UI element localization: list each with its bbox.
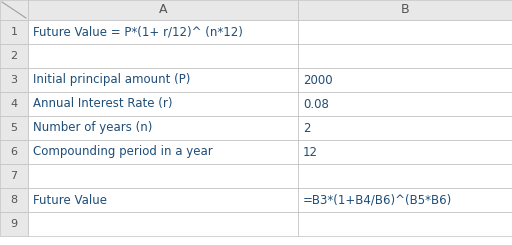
- Bar: [298, 212, 512, 236]
- Bar: [0, 68, 28, 92]
- Bar: [298, 116, 512, 140]
- Text: 3: 3: [11, 75, 17, 85]
- Text: 8: 8: [10, 195, 17, 205]
- Text: 7: 7: [10, 171, 17, 181]
- Text: 5: 5: [11, 123, 17, 133]
- Text: A: A: [159, 3, 167, 16]
- Text: 4: 4: [10, 99, 17, 109]
- Bar: [28, 92, 298, 116]
- Text: Initial principal amount (P): Initial principal amount (P): [33, 74, 190, 86]
- Text: 2000: 2000: [303, 74, 333, 86]
- Bar: [298, 164, 512, 188]
- Bar: [0, 164, 28, 188]
- Bar: [28, 20, 298, 44]
- Bar: [28, 116, 298, 140]
- Bar: [298, 92, 512, 116]
- Text: Future Value: Future Value: [33, 194, 107, 207]
- Text: Compounding period in a year: Compounding period in a year: [33, 146, 213, 159]
- Bar: [28, 140, 298, 164]
- Bar: [28, 68, 298, 92]
- Bar: [0, 140, 28, 164]
- Bar: [0, 44, 28, 68]
- Bar: [28, 188, 298, 212]
- Bar: [0, 20, 28, 44]
- Bar: [28, 164, 298, 188]
- Text: B: B: [401, 3, 409, 16]
- Bar: [0, 188, 28, 212]
- Bar: [0, 0, 28, 20]
- Text: 6: 6: [11, 147, 17, 157]
- Text: 2: 2: [10, 51, 17, 61]
- Bar: [298, 44, 512, 68]
- Text: =B3*(1+B4/B6)^(B5*B6): =B3*(1+B4/B6)^(B5*B6): [303, 194, 452, 207]
- Bar: [298, 20, 512, 44]
- Bar: [28, 212, 298, 236]
- Bar: [298, 68, 512, 92]
- Bar: [0, 92, 28, 116]
- Bar: [28, 44, 298, 68]
- Text: 12: 12: [303, 146, 318, 159]
- Bar: [298, 140, 512, 164]
- Text: 2: 2: [303, 122, 310, 135]
- Text: 9: 9: [10, 219, 17, 229]
- Text: 0.08: 0.08: [303, 98, 329, 110]
- Text: 1: 1: [11, 27, 17, 37]
- Bar: [0, 116, 28, 140]
- Bar: [0, 212, 28, 236]
- Text: Annual Interest Rate (r): Annual Interest Rate (r): [33, 98, 173, 110]
- Bar: [28, 0, 298, 20]
- Bar: [298, 0, 512, 20]
- Text: Future Value = P*(1+ r/12)^ (n*12): Future Value = P*(1+ r/12)^ (n*12): [33, 25, 243, 38]
- Bar: [298, 188, 512, 212]
- Text: Number of years (n): Number of years (n): [33, 122, 153, 135]
